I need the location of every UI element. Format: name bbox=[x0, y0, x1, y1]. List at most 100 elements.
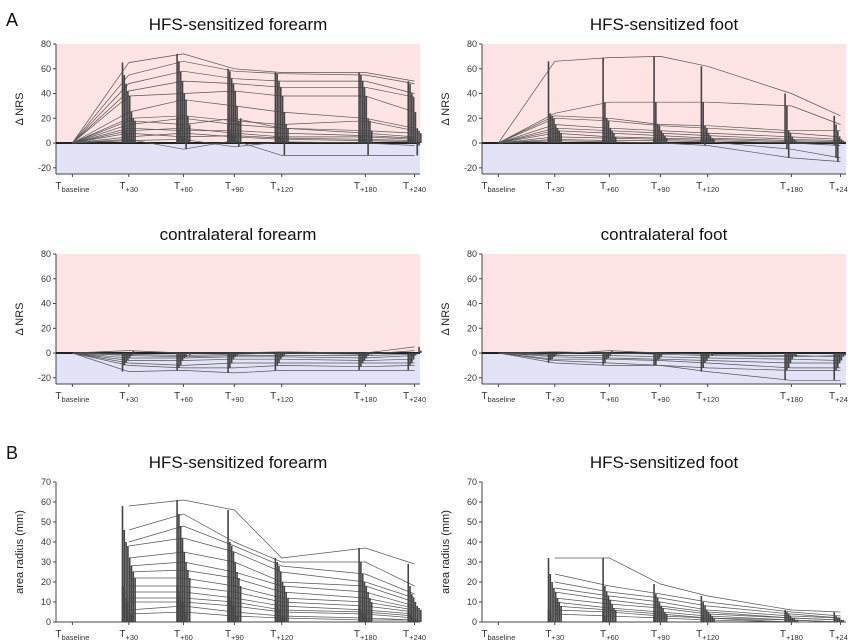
series-line bbox=[128, 537, 415, 599]
series-line bbox=[72, 127, 415, 144]
section-label-b: B bbox=[6, 443, 18, 463]
series-line bbox=[554, 581, 841, 619]
y-tick-label: 60 bbox=[467, 497, 477, 507]
series-line bbox=[128, 499, 415, 565]
y-tick-label: 80 bbox=[41, 249, 51, 259]
x-tick-label: T+240 bbox=[403, 391, 426, 404]
series-line bbox=[498, 352, 841, 371]
y-tick-label: 0 bbox=[472, 617, 477, 627]
x-tick-label: T+180 bbox=[780, 391, 803, 404]
y-tick-label: 60 bbox=[41, 497, 51, 507]
y-tick-label: 20 bbox=[467, 113, 477, 123]
series-line bbox=[72, 132, 415, 144]
y-tick-label: 40 bbox=[41, 299, 51, 309]
y-tick-label: 70 bbox=[467, 477, 477, 487]
negative-band bbox=[482, 353, 846, 384]
y-tick-label: 40 bbox=[467, 537, 477, 547]
series-line bbox=[72, 117, 415, 144]
series-line bbox=[128, 577, 415, 611]
series-line bbox=[72, 138, 415, 148]
y-tick-label: 60 bbox=[467, 64, 477, 74]
series-line bbox=[72, 138, 415, 156]
series-line bbox=[72, 127, 415, 144]
series-line bbox=[72, 132, 415, 144]
series-line bbox=[498, 350, 841, 358]
y-tick-label: 20 bbox=[467, 577, 477, 587]
y-axis-label: Δ NRS bbox=[440, 302, 452, 335]
series-line bbox=[554, 573, 841, 617]
x-tick-label: Tbaseline bbox=[481, 181, 515, 194]
x-tick-label: T+30 bbox=[545, 391, 564, 404]
positive-band bbox=[56, 254, 420, 354]
x-tick-label: T+60 bbox=[174, 391, 193, 404]
y-axis-label: Δ NRS bbox=[14, 92, 26, 125]
x-tick-label: T+180 bbox=[780, 181, 803, 194]
series-line bbox=[72, 53, 415, 144]
series-line bbox=[498, 115, 841, 144]
x-tick-label: T+240 bbox=[403, 629, 426, 642]
series-line bbox=[128, 525, 415, 595]
y-tick-label: 20 bbox=[467, 323, 477, 333]
y-tick-label: -20 bbox=[464, 163, 477, 173]
y-tick-label: 70 bbox=[41, 477, 51, 487]
chart-title: HFS-sensitized forearm bbox=[149, 15, 328, 34]
x-tick-label: Tbaseline bbox=[55, 629, 89, 642]
y-tick-label: 40 bbox=[467, 299, 477, 309]
x-tick-label: Tbaseline bbox=[55, 391, 89, 404]
x-tick-label: T+120 bbox=[696, 629, 719, 642]
positive-band bbox=[482, 254, 846, 354]
x-tick-label: T+60 bbox=[600, 629, 619, 642]
chart-1: -20 0 20 40 60 80 Tbaseline T+30 T+60 T+90 T+120 T+… bbox=[14, 15, 426, 194]
x-tick-label: Tbaseline bbox=[55, 181, 89, 194]
y-tick-label: 40 bbox=[41, 89, 51, 99]
series-line bbox=[72, 352, 415, 366]
y-axis-label: Δ NRS bbox=[14, 302, 26, 335]
x-tick-label: T+90 bbox=[225, 391, 244, 404]
series-line bbox=[498, 352, 841, 364]
chart-title: HFS-sensitized forearm bbox=[149, 453, 328, 472]
series-line bbox=[554, 601, 841, 623]
series-line bbox=[72, 90, 415, 144]
series-line bbox=[72, 117, 415, 144]
x-tick-label: T+90 bbox=[225, 181, 244, 194]
chart-4: -20 0 20 40 60 80 Tbaseline T+30 T+60 T+90 T+120 T+… bbox=[440, 225, 848, 404]
negative-band bbox=[56, 143, 420, 174]
y-tick-label: 40 bbox=[41, 537, 51, 547]
x-tick-label: T+60 bbox=[600, 181, 619, 194]
x-tick-label: T+180 bbox=[354, 181, 377, 194]
x-tick-label: T+120 bbox=[270, 391, 293, 404]
series-line bbox=[554, 605, 841, 623]
y-tick-label: 0 bbox=[472, 138, 477, 148]
series-line bbox=[128, 551, 415, 603]
section-label-a: A bbox=[6, 10, 18, 30]
y-tick-label: 20 bbox=[41, 577, 51, 587]
chart-title: HFS-sensitized foot bbox=[590, 453, 739, 472]
y-tick-label: 0 bbox=[46, 617, 51, 627]
series-line bbox=[498, 56, 841, 144]
series-line bbox=[128, 597, 415, 617]
series-line bbox=[554, 587, 841, 619]
negative-band bbox=[482, 143, 846, 174]
series-line bbox=[128, 561, 415, 607]
y-tick-label: 80 bbox=[41, 39, 51, 49]
series-line bbox=[72, 99, 415, 144]
x-tick-label: T+30 bbox=[545, 629, 564, 642]
x-tick-label: T+240 bbox=[829, 391, 848, 404]
x-tick-label: T+60 bbox=[174, 629, 193, 642]
x-tick-label: T+240 bbox=[829, 629, 848, 642]
x-tick-label: T+30 bbox=[119, 181, 138, 194]
series-line bbox=[554, 597, 841, 621]
y-tick-label: 50 bbox=[41, 517, 51, 527]
series-line bbox=[498, 117, 841, 144]
series-line bbox=[128, 605, 415, 621]
series-line bbox=[128, 585, 415, 613]
x-tick-label: Tbaseline bbox=[481, 629, 515, 642]
y-axis-label: area radius (mm) bbox=[14, 510, 26, 594]
chart-2: -20 0 20 40 60 80 Tbaseline T+30 T+60 T+90 T+120 T+… bbox=[440, 15, 848, 194]
series-line bbox=[554, 557, 841, 613]
y-tick-label: 80 bbox=[467, 39, 477, 49]
y-tick-label: 30 bbox=[467, 557, 477, 567]
x-tick-label: Tbaseline bbox=[481, 391, 515, 404]
x-tick-label: T+120 bbox=[270, 181, 293, 194]
